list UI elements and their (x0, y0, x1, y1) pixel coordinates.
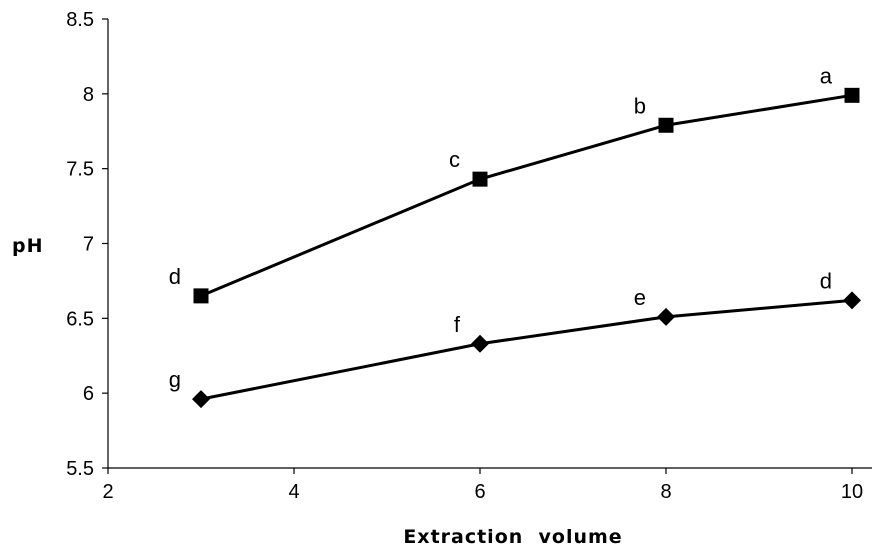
x-tick-label: 4 (288, 481, 299, 503)
y-tick-label: 8.5 (66, 9, 94, 31)
x-tick-label: 8 (660, 481, 671, 503)
y-tick-label: 5.5 (66, 458, 94, 480)
series-line (200, 93, 853, 298)
series-layer: d c b a g f e d (169, 63, 861, 409)
diamond-marker (657, 307, 675, 326)
y-axis-title: pH (12, 235, 44, 257)
y-tick-label: 7.5 (66, 159, 94, 181)
axes: 5.5 6 6.5 7 7.5 8 8.5 2 4 6 8 10 (66, 9, 872, 503)
diamond-marker (471, 334, 489, 353)
point-label: b (634, 93, 646, 118)
point-label: g (169, 367, 181, 392)
y-tick-label: 6 (83, 383, 94, 405)
square-marker (193, 288, 209, 304)
point-label: e (634, 285, 646, 310)
point-label: c (449, 147, 460, 172)
point-label: f (454, 312, 461, 337)
point-label: d (820, 268, 832, 293)
square-marker (844, 87, 860, 103)
series-2: g f e d (169, 268, 861, 409)
diamond-marker (192, 390, 210, 409)
point-label: d (169, 264, 181, 289)
series-line (200, 298, 853, 401)
x-tick-label: 2 (102, 481, 113, 503)
square-marker (472, 171, 488, 187)
square-marker (658, 117, 674, 133)
diamond-marker (843, 291, 861, 310)
x-axis-title: Extraction volume (403, 526, 622, 548)
y-tick-label: 8 (83, 84, 94, 106)
series-1: d c b a (169, 63, 860, 304)
y-tick-label: 6.5 (66, 308, 94, 330)
x-tick-label: 10 (841, 481, 863, 503)
x-tick-label: 6 (474, 481, 485, 503)
y-tick-label: 7 (83, 234, 94, 256)
point-label: a (820, 63, 833, 88)
